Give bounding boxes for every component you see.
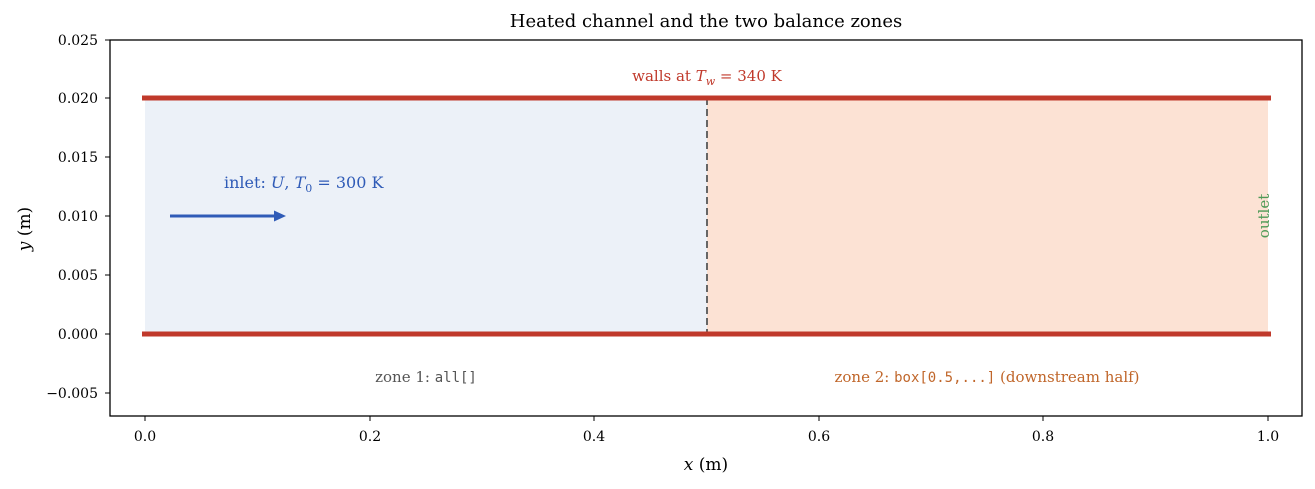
zone2-label: zone 2: box[0.5,...] (downstream half)	[834, 368, 1139, 386]
x-ticks	[144, 416, 1269, 421]
x-tick-label: 0.8	[1032, 429, 1054, 445]
y-ticks	[105, 39, 110, 394]
y-tick-label: −0.005	[46, 386, 98, 402]
inlet-arrow	[170, 210, 286, 222]
y-tick-label: 0.015	[58, 150, 98, 166]
zone1-label: zone 1: all[]	[375, 368, 477, 386]
plot-frame	[109, 39, 1303, 417]
outlet-label: outlet	[1255, 194, 1273, 238]
y-tick-label: 0.025	[58, 33, 98, 49]
walls-label: walls at Tw = 340 K	[632, 67, 783, 88]
y-tick-label: 0.020	[58, 91, 98, 107]
x-tick-label: 0.2	[359, 429, 381, 445]
y-axis-label: y (m)	[15, 207, 35, 252]
zone2-region	[707, 98, 1268, 334]
y-tick-label: 0.000	[58, 327, 98, 343]
x-axis-label: x (m)	[684, 455, 728, 475]
x-tick-label: 1.0	[1257, 429, 1279, 445]
y-tick-label: 0.005	[58, 268, 98, 284]
inlet-label: inlet: U, T0 = 300 K	[224, 173, 384, 195]
chart-title: Heated channel and the two balance zones	[510, 11, 903, 32]
y-tick-label: 0.010	[58, 209, 98, 225]
x-tick-label: 0.4	[583, 429, 605, 445]
x-tick-label: 0.6	[808, 429, 830, 445]
x-tick-label: 0.0	[134, 429, 156, 445]
